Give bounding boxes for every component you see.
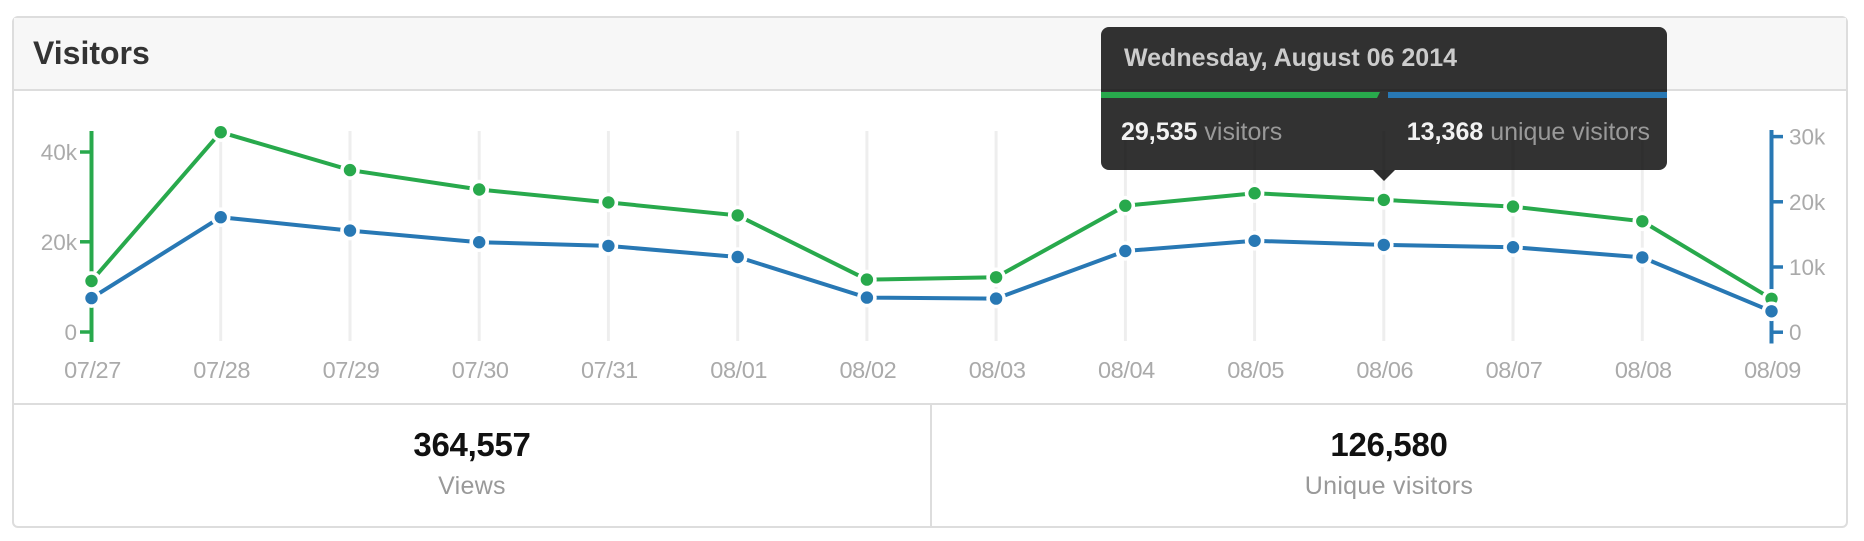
svg-text:08/07: 08/07 [1486,357,1543,383]
svg-text:08/01: 08/01 [710,357,767,383]
svg-text:07/29: 07/29 [323,357,380,383]
svg-text:08/05: 08/05 [1227,357,1284,383]
svg-text:0: 0 [64,320,77,345]
svg-text:40k: 40k [41,140,78,165]
svg-text:07/28: 07/28 [193,357,250,383]
svg-text:07/30: 07/30 [452,357,509,383]
svg-text:08/04: 08/04 [1098,357,1155,383]
svg-text:20k: 20k [41,230,78,255]
svg-text:08/09: 08/09 [1744,357,1801,383]
svg-text:08/06: 08/06 [1356,357,1413,383]
svg-text:07/31: 07/31 [581,357,638,383]
svg-text:08/08: 08/08 [1615,357,1672,383]
svg-text:10k: 10k [1789,255,1826,280]
svg-text:08/03: 08/03 [969,357,1026,383]
svg-text:20k: 20k [1789,190,1826,215]
svg-text:08/02: 08/02 [839,357,896,383]
svg-text:0: 0 [1789,320,1802,345]
svg-text:07/27: 07/27 [64,357,121,383]
svg-text:30k: 30k [1789,125,1826,150]
